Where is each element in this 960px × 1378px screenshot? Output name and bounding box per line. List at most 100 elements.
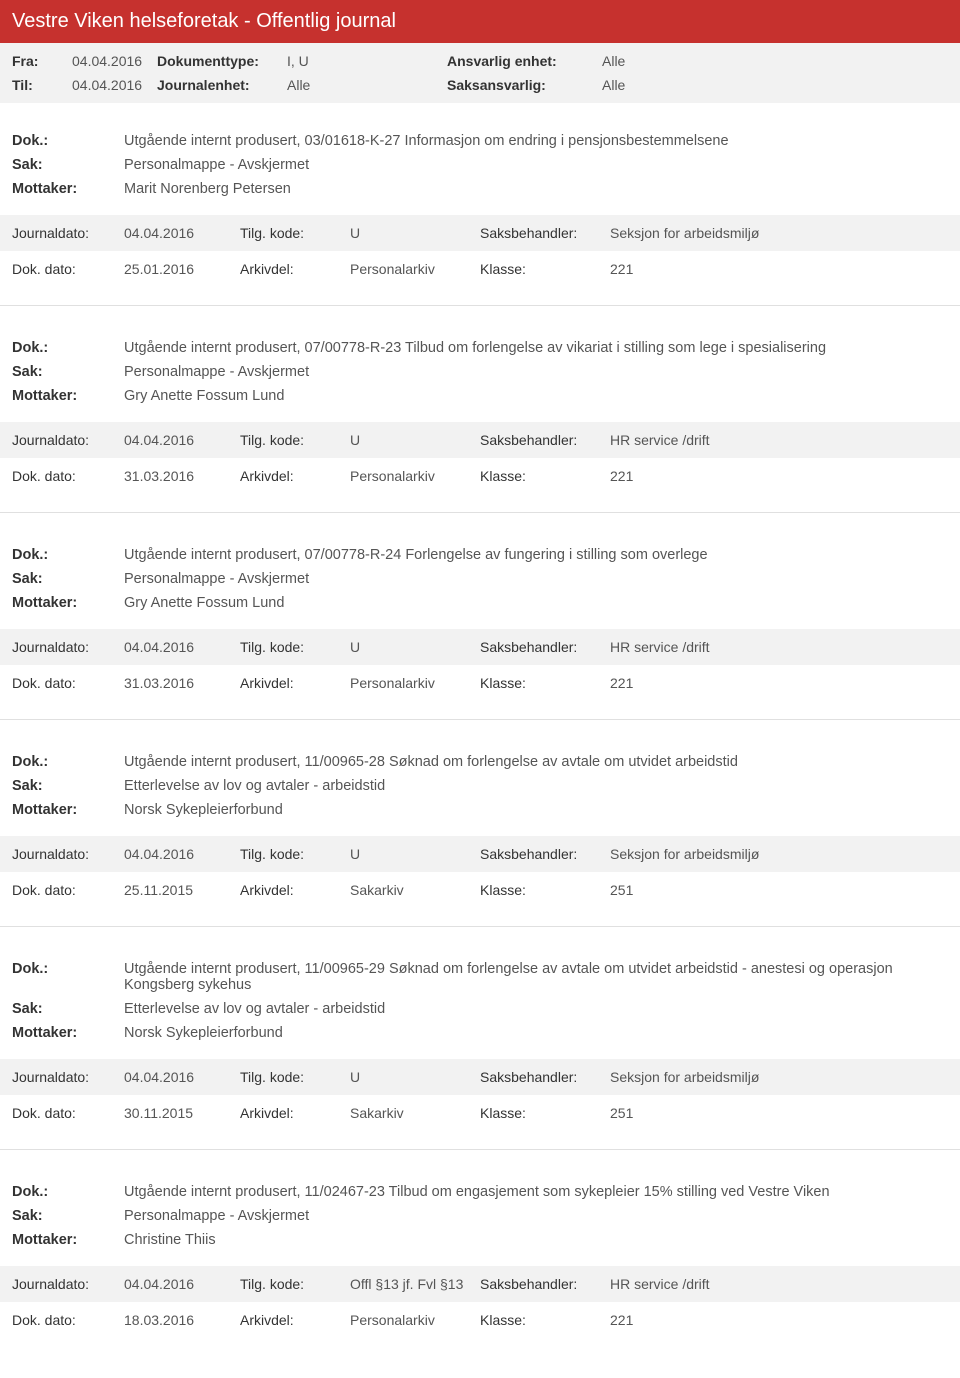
journaldato-value: 04.04.2016 <box>124 432 240 448</box>
arkivdel-label: Arkivdel: <box>240 675 350 691</box>
dokdato-value: 30.11.2015 <box>124 1105 240 1121</box>
mottaker-value: Norsk Sykepleierforbund <box>124 1025 948 1041</box>
journaldato-value: 04.04.2016 <box>124 1276 240 1292</box>
mottaker-label: Mottaker: <box>12 802 124 818</box>
dok-value: Utgående internt produsert, 07/00778-R-2… <box>124 547 948 563</box>
saksbehandler-value: Seksjon for arbeidsmiljø <box>610 1069 948 1085</box>
tilgkode-value: U <box>350 1069 480 1085</box>
sak-value: Personalmappe - Avskjermet <box>124 157 948 173</box>
klasse-value: 221 <box>610 468 948 484</box>
tilgkode-value: U <box>350 846 480 862</box>
dokdato-value: 25.01.2016 <box>124 261 240 277</box>
arkivdel-label: Arkivdel: <box>240 1105 350 1121</box>
dok-value: Utgående internt produsert, 11/02467-23 … <box>124 1184 948 1200</box>
journalenhet-label: Journalenhet: <box>157 77 287 93</box>
tilgkode-value: Offl §13 jf. Fvl §13 <box>350 1276 480 1292</box>
entries-list: Dok.: Utgående internt produsert, 03/016… <box>0 103 960 1356</box>
dok-value: Utgående internt produsert, 11/00965-29 … <box>124 961 948 993</box>
doktype-value: I, U <box>287 53 447 69</box>
dokdato-label: Dok. dato: <box>12 1312 124 1328</box>
klasse-label: Klasse: <box>480 1312 610 1328</box>
klasse-label: Klasse: <box>480 675 610 691</box>
filter-bar: Fra: 04.04.2016 Dokumenttype: I, U Ansva… <box>0 43 960 103</box>
journal-entry: Dok.: Utgående internt produsert, 11/009… <box>0 742 960 927</box>
saksbehandler-label: Saksbehandler: <box>480 225 610 241</box>
tilgkode-label: Tilg. kode: <box>240 639 350 655</box>
page-title: Vestre Viken helseforetak - Offentlig jo… <box>0 0 960 43</box>
sak-value: Personalmappe - Avskjermet <box>124 1208 948 1224</box>
sak-value: Etterlevelse av lov og avtaler - arbeids… <box>124 778 948 794</box>
ansvarlig-value: Alle <box>602 53 948 69</box>
sak-label: Sak: <box>12 157 124 173</box>
dok-value: Utgående internt produsert, 11/00965-28 … <box>124 754 948 770</box>
dok-label: Dok.: <box>12 340 124 356</box>
saks-value: Alle <box>602 77 948 93</box>
klasse-label: Klasse: <box>480 261 610 277</box>
mottaker-label: Mottaker: <box>12 1025 124 1041</box>
ansvarlig-label: Ansvarlig enhet: <box>447 53 602 69</box>
journaldato-value: 04.04.2016 <box>124 225 240 241</box>
dok-label: Dok.: <box>12 1184 124 1200</box>
dokdato-label: Dok. dato: <box>12 468 124 484</box>
tilgkode-label: Tilg. kode: <box>240 432 350 448</box>
klasse-value: 221 <box>610 675 948 691</box>
sak-label: Sak: <box>12 1001 124 1017</box>
journal-entry: Dok.: Utgående internt produsert, 11/024… <box>0 1172 960 1356</box>
til-value: 04.04.2016 <box>72 77 157 93</box>
saksbehandler-label: Saksbehandler: <box>480 432 610 448</box>
mottaker-value: Christine Thiis <box>124 1232 948 1248</box>
mottaker-label: Mottaker: <box>12 595 124 611</box>
sak-label: Sak: <box>12 1208 124 1224</box>
journal-entry: Dok.: Utgående internt produsert, 07/007… <box>0 328 960 513</box>
arkivdel-value: Personalarkiv <box>350 468 480 484</box>
dok-label: Dok.: <box>12 754 124 770</box>
dok-label: Dok.: <box>12 961 124 993</box>
mottaker-value: Norsk Sykepleierforbund <box>124 802 948 818</box>
sak-label: Sak: <box>12 571 124 587</box>
journaldato-label: Journaldato: <box>12 432 124 448</box>
journal-entry: Dok.: Utgående internt produsert, 03/016… <box>0 121 960 306</box>
fra-value: 04.04.2016 <box>72 53 157 69</box>
arkivdel-value: Personalarkiv <box>350 1312 480 1328</box>
sak-value: Personalmappe - Avskjermet <box>124 571 948 587</box>
mottaker-label: Mottaker: <box>12 181 124 197</box>
klasse-label: Klasse: <box>480 1105 610 1121</box>
arkivdel-label: Arkivdel: <box>240 468 350 484</box>
mottaker-value: Gry Anette Fossum Lund <box>124 595 948 611</box>
arkivdel-label: Arkivdel: <box>240 1312 350 1328</box>
sak-label: Sak: <box>12 364 124 380</box>
dokdato-label: Dok. dato: <box>12 675 124 691</box>
tilgkode-label: Tilg. kode: <box>240 1276 350 1292</box>
tilgkode-label: Tilg. kode: <box>240 1069 350 1085</box>
arkivdel-value: Sakarkiv <box>350 1105 480 1121</box>
arkivdel-value: Sakarkiv <box>350 882 480 898</box>
klasse-value: 221 <box>610 261 948 277</box>
saksbehandler-label: Saksbehandler: <box>480 1069 610 1085</box>
saksbehandler-label: Saksbehandler: <box>480 1276 610 1292</box>
journal-entry: Dok.: Utgående internt produsert, 11/009… <box>0 949 960 1150</box>
arkivdel-label: Arkivdel: <box>240 882 350 898</box>
arkivdel-label: Arkivdel: <box>240 261 350 277</box>
saksbehandler-label: Saksbehandler: <box>480 639 610 655</box>
journalenhet-value: Alle <box>287 77 447 93</box>
dokdato-label: Dok. dato: <box>12 882 124 898</box>
dok-label: Dok.: <box>12 547 124 563</box>
saksbehandler-value: HR service /drift <box>610 432 948 448</box>
klasse-value: 221 <box>610 1312 948 1328</box>
saks-label: Saksansvarlig: <box>447 77 602 93</box>
klasse-label: Klasse: <box>480 468 610 484</box>
tilgkode-value: U <box>350 639 480 655</box>
klasse-value: 251 <box>610 1105 948 1121</box>
journaldato-label: Journaldato: <box>12 1069 124 1085</box>
dok-value: Utgående internt produsert, 07/00778-R-2… <box>124 340 948 356</box>
tilgkode-value: U <box>350 432 480 448</box>
journaldato-label: Journaldato: <box>12 846 124 862</box>
dokdato-value: 31.03.2016 <box>124 468 240 484</box>
journaldato-value: 04.04.2016 <box>124 639 240 655</box>
sak-value: Etterlevelse av lov og avtaler - arbeids… <box>124 1001 948 1017</box>
dok-value: Utgående internt produsert, 03/01618-K-2… <box>124 133 948 149</box>
saksbehandler-value: Seksjon for arbeidsmiljø <box>610 225 948 241</box>
mottaker-value: Marit Norenberg Petersen <box>124 181 948 197</box>
klasse-label: Klasse: <box>480 882 610 898</box>
journaldato-label: Journaldato: <box>12 225 124 241</box>
